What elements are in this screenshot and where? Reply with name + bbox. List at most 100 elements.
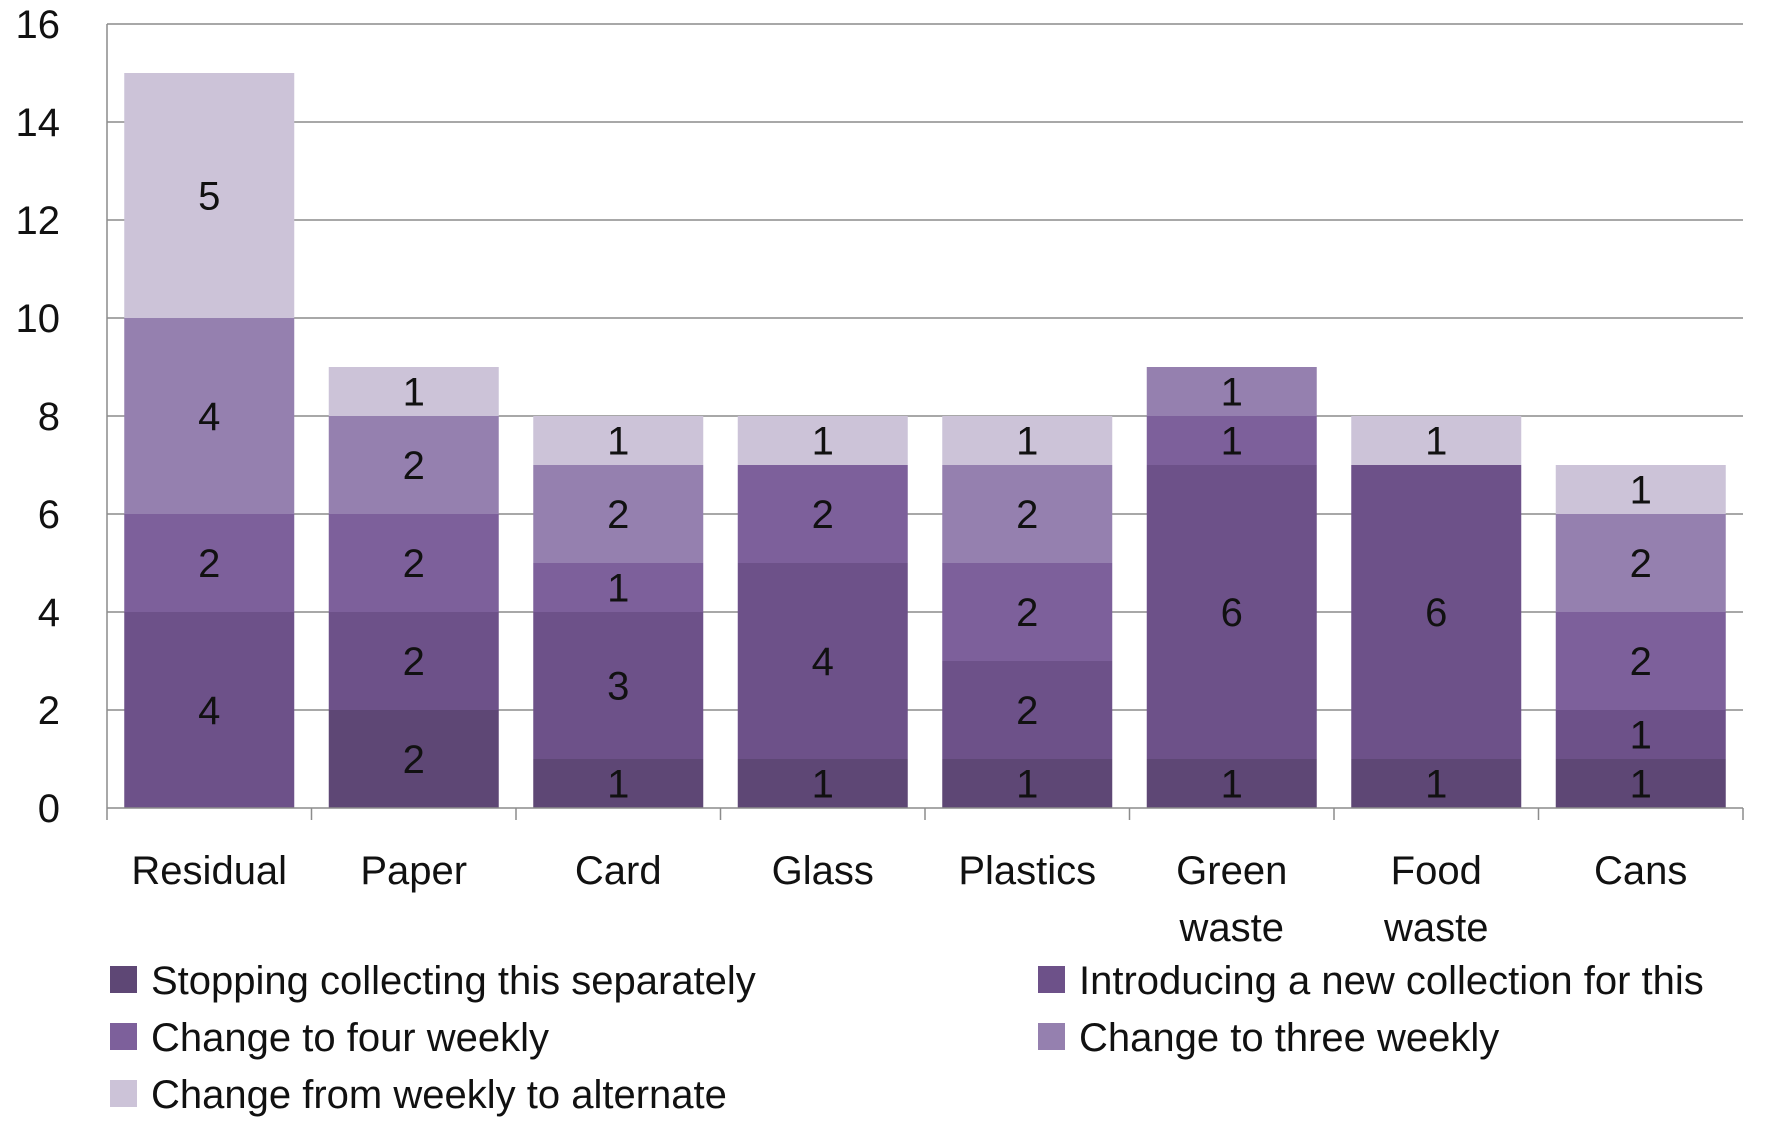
data-label: 2 [198,542,220,586]
bar-segment [942,759,1113,808]
x-category-label: Cans [1594,849,1687,893]
bar-segment [1555,612,1726,710]
data-label: 2 [607,493,629,537]
bar-segment [942,661,1113,759]
bar-segment [328,416,499,514]
bar-segment [124,318,295,514]
bar-segment [1146,759,1317,808]
data-label: 5 [198,175,220,219]
bar-segment [1146,465,1317,759]
x-category-label: Green [1176,849,1287,893]
data-label: 1 [403,371,425,415]
bar-segment [737,465,908,563]
x-category-label: Residual [131,849,287,893]
y-tick-label: 8 [38,395,60,439]
bar-segment [328,367,499,416]
legend-swatch [110,1080,137,1107]
data-label: 1 [607,420,629,464]
data-label: 1 [1221,371,1243,415]
data-label: 1 [1425,420,1447,464]
data-label: 1 [812,420,834,464]
bar-segment [1146,367,1317,416]
data-label: 2 [1630,542,1652,586]
data-label: 6 [1221,591,1243,635]
x-category-label: waste [1179,906,1285,950]
data-label: 2 [1016,689,1038,733]
bar-segment [1351,759,1522,808]
data-label: 2 [1630,640,1652,684]
legend-label: Stopping collecting this separately [151,959,756,1003]
bar-segment [533,465,704,563]
data-label: 1 [1221,763,1243,807]
bar-segment [942,416,1113,465]
bar-segment [737,563,908,759]
x-category-label: waste [1383,906,1489,950]
bar-segment [942,563,1113,661]
bar-segment [328,612,499,710]
legend-swatch [1038,1023,1065,1050]
y-tick-label: 6 [38,493,60,537]
y-tick-label: 2 [38,689,60,733]
bar-segment [1555,514,1726,612]
bar-segment [533,759,704,808]
x-category-label: Glass [772,849,874,893]
data-label: 1 [1221,420,1243,464]
data-label: 4 [198,395,220,439]
bar-segment [328,514,499,612]
data-label: 3 [607,665,629,709]
bar-segment [1351,416,1522,465]
bar-segment [328,710,499,808]
data-label: 1 [812,763,834,807]
bar-segment [533,416,704,465]
y-tick-label: 10 [16,297,61,341]
data-label: 6 [1425,591,1447,635]
y-tick-label: 4 [38,591,60,635]
data-label: 1 [607,763,629,807]
bar-segment [1351,465,1522,759]
bar-segment [124,612,295,808]
data-label: 4 [198,689,220,733]
data-label: 2 [1016,591,1038,635]
y-tick-label: 16 [16,3,61,47]
bar-segment [1555,759,1726,808]
data-label: 2 [812,493,834,537]
bar-segment [1555,710,1726,759]
data-label: 2 [403,640,425,684]
bar-segment [124,73,295,318]
data-label: 2 [403,542,425,586]
data-label: 1 [1630,763,1652,807]
bar-segment [942,465,1113,563]
legend-swatch [110,1023,137,1050]
legend-label: Introducing a new collection for this [1079,959,1704,1003]
x-category-label: Paper [360,849,467,893]
data-label: 1 [1425,763,1447,807]
x-category-label: Food [1391,849,1482,893]
y-tick-label: 12 [16,199,61,243]
x-category-label: Plastics [958,849,1096,893]
data-label: 4 [812,640,834,684]
data-label: 1 [1016,420,1038,464]
x-category-label: Card [575,849,662,893]
bar-segment [737,759,908,808]
bar-segment [533,563,704,612]
data-label: 1 [607,567,629,611]
data-label: 2 [403,444,425,488]
bar-segment [737,416,908,465]
bar-segment [124,514,295,612]
y-tick-label: 0 [38,787,60,831]
data-label: 2 [1016,493,1038,537]
bar-segment [1555,465,1726,514]
legend-label: Change to four weekly [151,1016,549,1060]
data-label: 1 [1630,714,1652,758]
data-label: 1 [1016,763,1038,807]
data-label: 2 [403,738,425,782]
legend-label: Change from weekly to alternate [151,1073,727,1117]
legend-swatch [1038,966,1065,993]
data-label: 1 [1630,469,1652,513]
bars [124,73,1726,808]
legend: Stopping collecting this separately Intro… [110,959,1704,1117]
